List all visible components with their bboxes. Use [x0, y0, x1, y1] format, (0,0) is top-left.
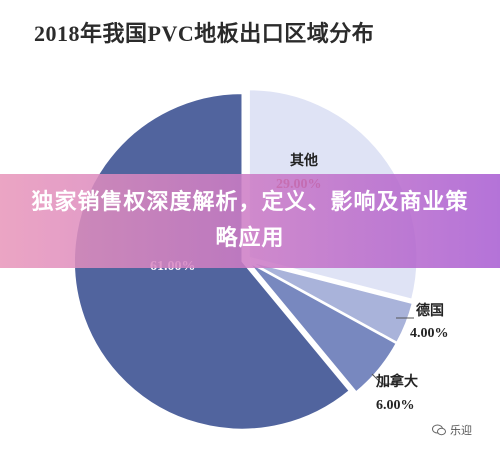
slice-value-label: 6.00%: [376, 398, 415, 413]
leader-line: [371, 373, 394, 385]
slice-label: 加拿大: [375, 373, 418, 390]
chart-title: 2018年我国PVC地板出口区域分布: [34, 21, 375, 46]
headline-text: 独家销售权深度解析，定义、影响及商业策略应用: [31, 190, 469, 251]
wechat-icon: [432, 424, 446, 436]
watermark-text: 乐迎: [450, 424, 472, 437]
headline-banner: 独家销售权深度解析，定义、影响及商业策略应用: [0, 174, 500, 268]
slice-label: 德国: [416, 302, 444, 319]
pie-slice: [248, 261, 398, 394]
source-watermark: 乐迎: [432, 422, 472, 438]
pie-slice: [249, 260, 414, 344]
slice-label: 其他: [290, 152, 318, 169]
slice-value-label: 4.00%: [410, 326, 449, 341]
